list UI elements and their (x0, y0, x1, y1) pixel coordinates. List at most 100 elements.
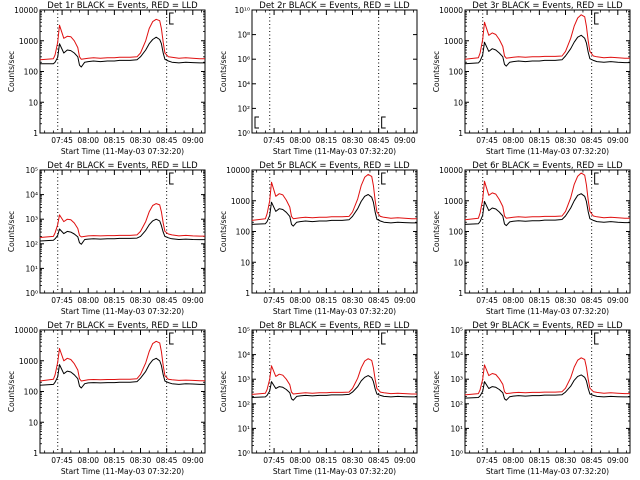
x-tick-label: 07:45 (476, 136, 498, 145)
y-axis-label: Counts/sec (219, 211, 228, 252)
bracket-marker (169, 332, 174, 345)
series-line-events (251, 194, 417, 227)
y-tick-label: 1000 (19, 37, 38, 46)
y-tick-label: 10 (28, 418, 38, 427)
y-tick-label: 10000 (14, 326, 38, 335)
x-tick-label: 08:45 (156, 136, 178, 145)
panel-title: Det 1r BLACK = Events, RED = LLD (47, 1, 198, 11)
y-tick-label: 10³ (25, 215, 38, 224)
x-tick-label: 09:00 (607, 296, 629, 305)
y-tick-label: 10 (240, 258, 250, 267)
x-tick-label: 07:45 (263, 136, 285, 145)
x-tick-label: 08:00 (77, 136, 99, 145)
x-tick-label: 08:15 (529, 456, 551, 465)
x-tick-label: 08:30 (130, 136, 152, 145)
y-tick-label: 100 (449, 68, 464, 77)
x-tick-label: 07:45 (476, 296, 498, 305)
y-tick-label: 1000 (444, 37, 463, 46)
y-tick-label: 10 (28, 98, 38, 107)
panel-det-3: Det 3r BLACK = Events, RED = LLD 1 10 100 10… (432, 1, 631, 156)
y-tick-label: 10² (25, 240, 38, 249)
y-tick-label: 10² (237, 104, 250, 113)
y-tick-label: 10⁰ (25, 289, 38, 298)
x-tick-label: 07:45 (51, 136, 73, 145)
x-tick-label: 07:45 (51, 296, 73, 305)
panel-title: Det 2r BLACK = Events, RED = LLD (259, 1, 410, 11)
x-axis-label: Start Time (11-May-03 07:32:20) (486, 147, 609, 156)
y-tick-label: 10⁴ (25, 191, 38, 200)
y-axis-label: Counts/sec (432, 371, 441, 412)
y-tick-label: 10³ (237, 375, 250, 384)
series-line-events (464, 193, 630, 227)
y-axis-label: Counts/sec (7, 51, 16, 92)
y-tick-label: 10000 (439, 6, 463, 15)
plot-frame (251, 169, 418, 294)
x-tick-label: 08:00 (289, 456, 311, 465)
y-tick-label: 1 (458, 129, 463, 138)
x-axis-label: Start Time (11-May-03 07:32:20) (273, 307, 396, 316)
x-tick-label: 07:45 (476, 456, 498, 465)
plot-frame (251, 9, 418, 134)
x-tick-label: 09:00 (607, 136, 629, 145)
series-line-events (39, 218, 205, 245)
x-tick-label: 09:00 (394, 296, 416, 305)
panel-det-2: Det 2r BLACK = Events, RED = LLD 10⁰ 10² 10… (219, 1, 418, 156)
x-tick-label: 09:00 (182, 296, 204, 305)
y-tick-label: 10⁴ (237, 80, 250, 89)
y-tick-label: 10¹⁰ (234, 6, 250, 15)
y-tick-label: 100 (24, 388, 39, 397)
x-tick-label: 08:45 (581, 456, 603, 465)
y-tick-label: 10³ (450, 375, 463, 384)
panel-det-9: Det 9r BLACK = Events, RED = LLD 10⁰ 10¹ 10… (432, 321, 631, 476)
series-line-events (464, 34, 630, 67)
y-tick-label: 100 (449, 228, 464, 237)
y-tick-label: 1 (33, 449, 38, 458)
y-tick-label: 10⁴ (450, 351, 463, 360)
y-tick-label: 10² (237, 400, 250, 409)
y-tick-label: 1 (245, 289, 250, 298)
series-line-lld (39, 18, 205, 61)
x-tick-label: 08:00 (502, 456, 524, 465)
series-line-lld (464, 14, 630, 60)
plot-frame (464, 329, 631, 454)
x-tick-label: 08:00 (289, 136, 311, 145)
plot-frame (39, 9, 206, 134)
x-tick-label: 08:30 (342, 296, 364, 305)
y-axis-label: Counts/sec (432, 211, 441, 252)
x-tick-label: 08:15 (529, 136, 551, 145)
panel-title: Det 8r BLACK = Events, RED = LLD (259, 321, 410, 331)
y-tick-label: 10⁰ (237, 129, 250, 138)
x-tick-label: 08:15 (316, 136, 338, 145)
panel-det-5: Det 5r BLACK = Events, RED = LLD 1 10 100 10… (219, 161, 418, 316)
series-line-lld (39, 340, 205, 382)
x-tick-label: 08:00 (289, 296, 311, 305)
x-axis-label: Start Time (11-May-03 07:32:20) (486, 307, 609, 316)
x-tick-label: 09:00 (394, 136, 416, 145)
x-tick-label: 08:15 (104, 456, 126, 465)
panel-title: Det 5r BLACK = Events, RED = LLD (259, 161, 410, 171)
y-axis-label: Counts/sec (219, 371, 228, 412)
series-line-lld (251, 358, 417, 395)
panel-title: Det 7r BLACK = Events, RED = LLD (47, 321, 198, 331)
panel-title: Det 6r BLACK = Events, RED = LLD (472, 161, 623, 171)
panel-det-8: Det 8r BLACK = Events, RED = LLD 10⁰ 10¹ 10… (219, 321, 418, 476)
y-tick-label: 10⁰ (450, 449, 463, 458)
x-tick-label: 09:00 (182, 456, 204, 465)
y-tick-label: 100 (236, 228, 251, 237)
y-tick-label: 10⁵ (450, 326, 463, 335)
bracket-marker-left (254, 116, 259, 129)
series-line-lld (39, 203, 205, 238)
panel-title: Det 4r BLACK = Events, RED = LLD (47, 161, 198, 171)
y-tick-label: 1 (458, 289, 463, 298)
y-axis-label: Counts/sec (7, 371, 16, 412)
y-axis-label: Counts/sec (432, 51, 441, 92)
y-tick-label: 1000 (444, 197, 463, 206)
y-tick-label: 10000 (439, 166, 463, 175)
series-line-lld (464, 357, 630, 396)
panel-det-6: Det 6r BLACK = Events, RED = LLD 1 10 100 10… (432, 161, 631, 316)
x-tick-label: 09:00 (394, 456, 416, 465)
x-tick-label: 07:45 (263, 456, 285, 465)
bracket-marker (381, 332, 386, 345)
x-axis-label: Start Time (11-May-03 07:32:20) (61, 467, 184, 476)
